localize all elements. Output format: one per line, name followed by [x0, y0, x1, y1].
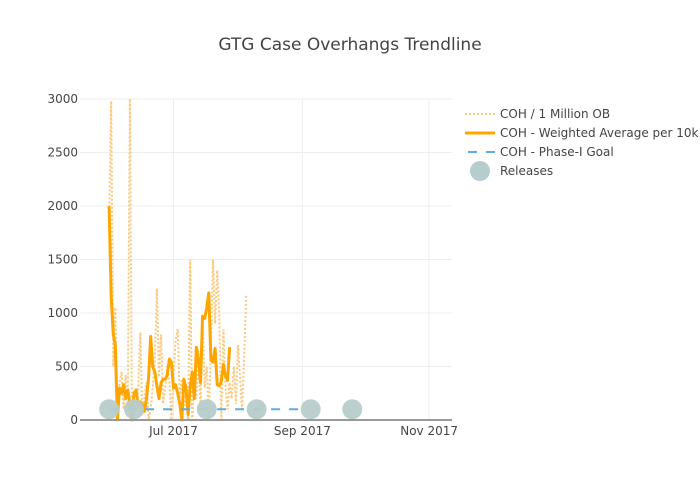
- y-tick-label: 500: [55, 360, 78, 374]
- y-tick-label: 2500: [47, 146, 78, 160]
- legend-item[interactable]: COH / 1 Million OB: [465, 107, 610, 121]
- chart-title: GTG Case Overhangs Trendline: [218, 35, 481, 55]
- release-marker[interactable]: [196, 399, 217, 420]
- legend: COH / 1 Million OB COH - Weighted Average…: [465, 107, 699, 181]
- release-marker[interactable]: [124, 399, 145, 420]
- plot-area: [99, 98, 363, 422]
- x-tick-label: Nov 2017: [400, 424, 458, 438]
- release-marker[interactable]: [300, 399, 321, 420]
- release-marker[interactable]: [99, 399, 120, 420]
- release-marker[interactable]: [246, 399, 267, 420]
- y-tick-label: 1500: [47, 253, 78, 267]
- y-tick-label: 0: [70, 413, 78, 427]
- legend-label: COH - Phase-I Goal: [500, 145, 614, 159]
- x-tick-label: Sep 2017: [274, 424, 331, 438]
- legend-item[interactable]: COH - Phase-I Goal: [465, 145, 614, 159]
- legend-label: COH - Weighted Average per 10k: [500, 126, 699, 140]
- y-tick-label: 1000: [47, 306, 78, 320]
- series-line-coh-weighted-average-per-10k: [107, 205, 232, 422]
- y-tick-label: 2000: [47, 199, 78, 213]
- y-axis: 0 500 1000 1500 2000 2500 3000: [47, 92, 78, 427]
- legend-item[interactable]: COH - Weighted Average per 10k: [465, 126, 699, 140]
- release-marker[interactable]: [342, 399, 363, 420]
- legend-swatch-releases: [470, 161, 490, 181]
- grid: [80, 98, 452, 420]
- x-axis: Jul 2017 Sep 2017 Nov 2017: [148, 424, 458, 438]
- x-tick-label: Jul 2017: [148, 424, 198, 438]
- y-tick-label: 3000: [47, 92, 78, 106]
- legend-label: COH / 1 Million OB: [500, 107, 610, 121]
- legend-label: Releases: [500, 164, 553, 178]
- legend-item[interactable]: Releases: [470, 161, 553, 181]
